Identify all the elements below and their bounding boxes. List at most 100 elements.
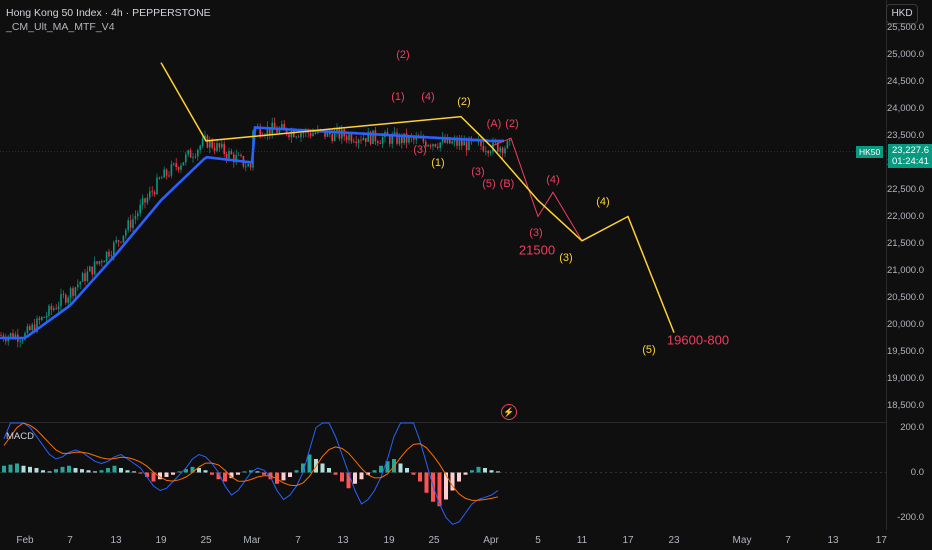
histogram-bar (424, 472, 429, 493)
symbol-title[interactable]: Hong Kong 50 Index · 4h · PEPPERSTONE (6, 7, 211, 19)
yellow-wave-path (160, 62, 675, 333)
candle-body (139, 204, 141, 214)
candle-body (415, 137, 417, 140)
candle-body (482, 145, 485, 152)
candle-body (69, 288, 72, 298)
price-tick-label: 25,500.0 (887, 21, 924, 33)
candle-body (367, 131, 369, 142)
histogram-bar (372, 470, 377, 473)
indicator-name[interactable]: _CM_Ult_MA_MTF_V4 (6, 21, 115, 33)
candle-body (300, 133, 302, 138)
candle-body (273, 122, 276, 129)
histogram-bar (242, 471, 247, 473)
histogram-bar (8, 464, 13, 473)
pink-wave-label: (4) (421, 91, 435, 103)
candle-body (504, 148, 506, 154)
candle-body (324, 129, 326, 137)
price-tick-label: 21,000.0 (887, 264, 924, 276)
candle-body (398, 135, 401, 144)
candle-body (81, 273, 84, 282)
candle-body (249, 164, 252, 168)
histogram-bar (229, 472, 234, 479)
candle-body (12, 333, 14, 340)
candle-body (290, 130, 293, 138)
candle-body (389, 136, 391, 144)
candle-body (278, 128, 281, 133)
yellow-wave-label: (1) (431, 157, 445, 169)
candle-body (377, 141, 379, 144)
candle-body (230, 150, 233, 155)
candle-body (487, 151, 489, 154)
moving-average-line (0, 126, 504, 340)
candle-body (79, 281, 81, 285)
candle-body (437, 146, 439, 148)
candle-body (197, 149, 199, 157)
histogram-bar (177, 471, 182, 473)
signal-line (3, 422, 499, 501)
candle-body (446, 137, 449, 143)
candle-body (129, 220, 132, 228)
histogram-bar (294, 470, 299, 473)
candle-body (41, 317, 43, 321)
candle-body (391, 135, 393, 144)
candle-body (326, 130, 329, 137)
candle-body (170, 164, 173, 176)
time-tick-label: 7 (785, 535, 791, 546)
candle-body (45, 315, 48, 318)
candle-body (113, 242, 115, 256)
histogram-bar (73, 468, 78, 473)
candle-body (439, 142, 441, 148)
yellow-wave-label: (3) (559, 252, 573, 264)
candle-body (374, 130, 377, 142)
histogram-bar (346, 472, 351, 489)
candle-body (353, 141, 355, 143)
histogram-bar (418, 472, 422, 482)
macd-tick-label: 200.0 (900, 421, 924, 433)
histogram-bar (398, 463, 403, 473)
candle-body (146, 197, 149, 203)
time-tick-label: 19 (383, 535, 395, 546)
histogram-bar (171, 472, 175, 475)
symbol-tag: HK50 (856, 146, 884, 158)
histogram-bar (450, 472, 455, 491)
candle-body (485, 151, 487, 152)
candle-body (333, 131, 336, 142)
histogram-bar (15, 463, 19, 473)
histogram-bar (236, 472, 240, 475)
candle-body (189, 150, 192, 158)
candle-body (285, 128, 288, 135)
candle-body (221, 143, 223, 148)
currency-button[interactable]: HKD (886, 4, 918, 24)
lightning-icon[interactable]: ⚡ (501, 404, 517, 420)
histogram-bar (119, 468, 123, 473)
candle-body (153, 192, 156, 195)
candle-body (379, 143, 381, 144)
candle-body (31, 324, 33, 331)
histogram-bar (223, 472, 227, 482)
candle-body (137, 213, 139, 217)
macd-label[interactable]: MACD (6, 431, 34, 442)
candle-body (132, 219, 134, 228)
candle-body (259, 126, 261, 136)
candle-body (501, 147, 504, 154)
candle-body (233, 154, 235, 163)
price-tick-label: 22,000.0 (887, 210, 924, 222)
histogram-bar (366, 472, 370, 475)
candle-body (456, 139, 458, 146)
candle-body (266, 126, 269, 135)
candle-body (158, 177, 161, 179)
price-tick-label: 23,500.0 (887, 129, 924, 141)
candle-body (453, 139, 456, 142)
histogram-bar (67, 465, 71, 473)
time-tick-label: 13 (110, 535, 122, 546)
histogram-bar (210, 472, 214, 475)
candle-body (163, 169, 165, 178)
histogram-bar (93, 471, 97, 473)
candle-body (60, 294, 62, 307)
pink-wave-label: (2) (396, 49, 410, 61)
candle-body (427, 145, 429, 147)
pink-wave-path (490, 137, 583, 242)
candle-body (5, 338, 7, 342)
histogram-bar (138, 472, 143, 474)
